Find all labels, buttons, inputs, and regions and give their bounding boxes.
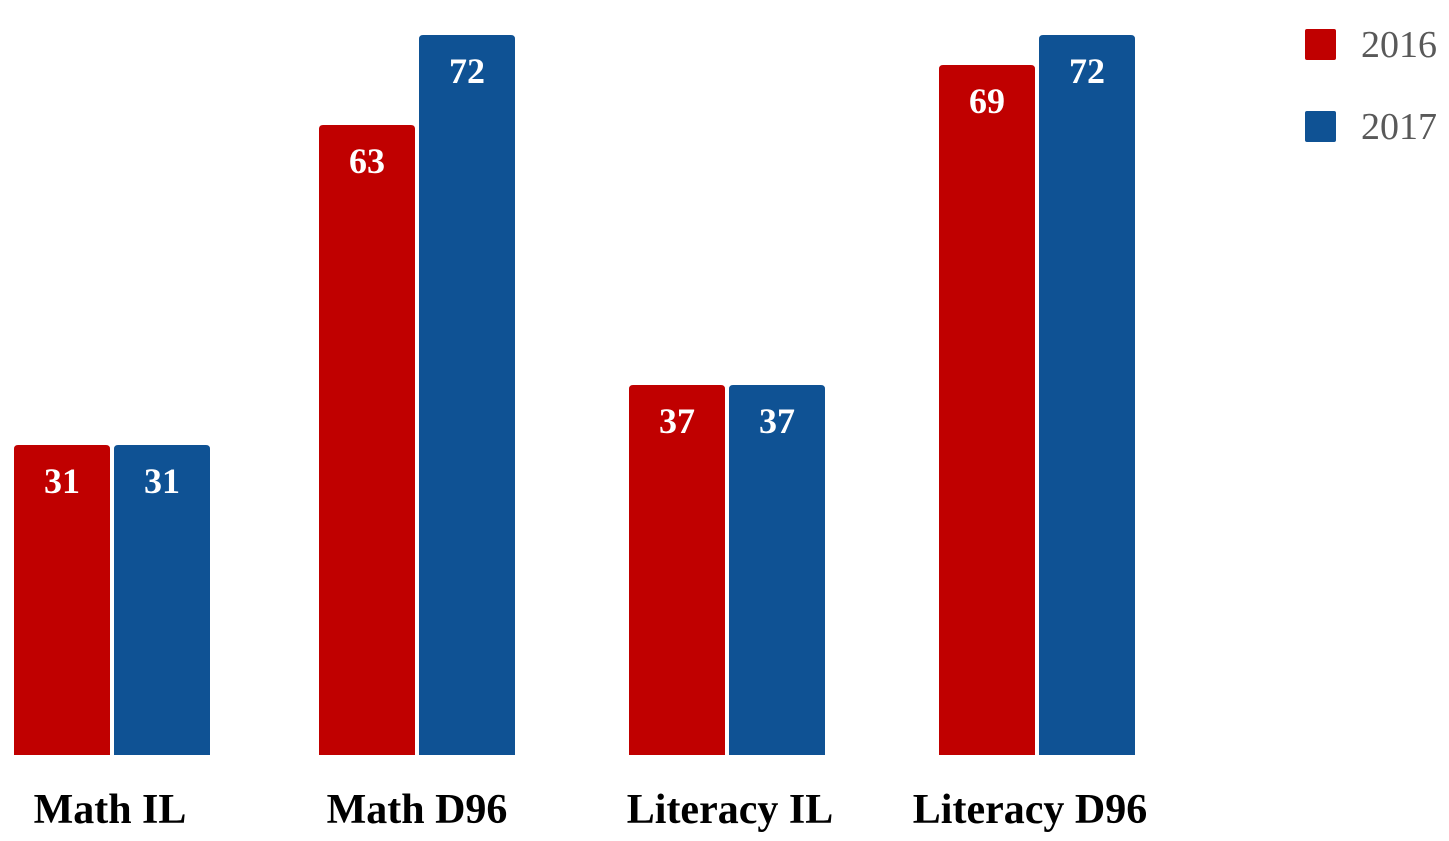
data-label-literacy-d96-2016: 69 (969, 81, 1005, 121)
data-label-math-il-2017: 31 (144, 461, 180, 501)
legend-swatch-2016 (1305, 29, 1336, 60)
legend-swatch-2017 (1305, 111, 1336, 142)
data-label-math-d96-2017: 72 (449, 51, 485, 91)
legend-label-2017: 2017 (1361, 106, 1437, 148)
data-label-literacy-d96-2017: 72 (1069, 51, 1105, 91)
legend-label-2016: 2016 (1361, 24, 1437, 66)
bar-literacy-d96-2016 (939, 65, 1035, 755)
bar-literacy-il-2016 (629, 385, 725, 755)
bar-literacy-il-2017 (729, 385, 825, 755)
data-label-literacy-il-2017: 37 (759, 401, 795, 441)
legend-item-2016: 2016 (1305, 24, 1437, 66)
data-labels-group: 31 31 63 72 37 37 69 72 (44, 51, 1105, 501)
legend-item-2017: 2017 (1305, 106, 1437, 148)
data-label-math-d96-2016: 63 (349, 141, 385, 181)
bar-literacy-d96-2017 (1039, 35, 1135, 755)
category-labels-group: Math IL Math D96 Literacy IL Literacy D96 (34, 787, 1148, 833)
legend: 2016 2017 (1305, 24, 1437, 148)
bar-math-d96-2016 (319, 125, 415, 755)
bar-math-il-2017 (114, 445, 210, 755)
bar-math-il-2016 (14, 445, 110, 755)
bars-group (14, 35, 1135, 755)
data-label-math-il-2016: 31 (44, 461, 80, 501)
category-label-math-il: Math IL (34, 787, 187, 833)
category-label-literacy-il: Literacy IL (627, 787, 833, 833)
category-label-math-d96: Math D96 (327, 787, 508, 833)
data-label-literacy-il-2016: 37 (659, 401, 695, 441)
category-label-literacy-d96: Literacy D96 (913, 787, 1147, 833)
bar-math-d96-2017 (419, 35, 515, 755)
